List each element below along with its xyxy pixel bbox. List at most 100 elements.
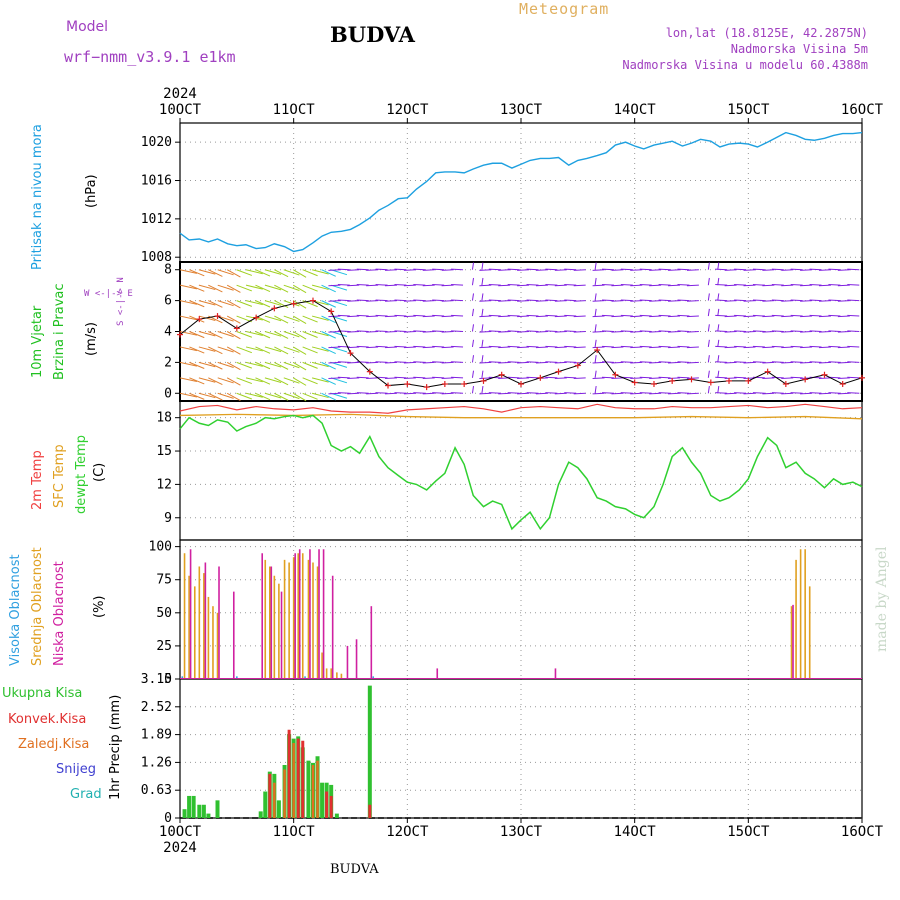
- x-tick-label-top: 13OCT: [500, 102, 543, 118]
- wind-arrow: [264, 315, 282, 322]
- wind-arrow: [337, 361, 350, 363]
- wind-arrow: [717, 355, 720, 363]
- wind-arrow: [189, 284, 205, 292]
- wind-arrow: [179, 361, 198, 367]
- wind-arrow: [264, 331, 282, 337]
- wind-arrow: [189, 300, 205, 308]
- wind-arrow: [686, 315, 699, 318]
- wind-arrow: [601, 361, 615, 363]
- wind-arrow: [639, 376, 652, 379]
- wind-arrow: [707, 308, 710, 317]
- wind-arrow: [630, 269, 643, 271]
- wind-arrow: [809, 392, 822, 394]
- wind-arrow: [422, 377, 435, 379]
- wind-arrow: [707, 339, 710, 348]
- wind-arrow: [545, 299, 558, 302]
- wind-arrow: [366, 315, 379, 318]
- pressure-series-line: [179, 131, 863, 253]
- wind-arrow: [375, 299, 388, 302]
- wind-arrow: [781, 377, 794, 379]
- wind-arrow: [809, 361, 822, 363]
- wind-arrow: [208, 392, 223, 401]
- wind-arrow: [545, 345, 558, 348]
- wind-arrow: [283, 392, 300, 400]
- wind-arrow: [658, 299, 671, 302]
- wind-arrow: [403, 300, 416, 302]
- wind-arrow: [245, 346, 263, 352]
- wind-arrow: [594, 355, 597, 363]
- wind-arrow: [526, 268, 539, 271]
- wind-arrow: [620, 392, 633, 394]
- wind-arrow: [517, 346, 530, 349]
- wind-arrow: [432, 284, 445, 286]
- wind-arrow: [818, 315, 831, 318]
- wind-arrow: [809, 314, 822, 317]
- wind-arrow: [283, 346, 300, 353]
- wind-arrow: [847, 392, 860, 394]
- wind-arrow: [639, 345, 652, 348]
- wind-arrow: [620, 299, 633, 302]
- wind-arrow: [724, 331, 737, 333]
- wind-arrow: [717, 293, 720, 301]
- wind-arrow: [236, 284, 253, 292]
- wind-arrow: [800, 392, 813, 395]
- wind-arrow: [451, 345, 464, 348]
- wind-arrow: [790, 345, 803, 348]
- wind-arrow: [498, 346, 511, 349]
- wind-arrow: [366, 331, 379, 333]
- wind-arrow: [790, 392, 803, 394]
- wind-arrow: [385, 346, 398, 349]
- wind-arrow: [601, 345, 615, 348]
- wind-arrow: [189, 331, 205, 339]
- wind-arrow: [724, 361, 737, 364]
- wind-arrow: [471, 370, 475, 378]
- wind-arrow: [507, 345, 520, 348]
- wind-arrow: [554, 392, 567, 395]
- wind-arrow: [668, 361, 681, 364]
- wind-arrow: [517, 269, 530, 271]
- wind-arrow: [337, 392, 350, 394]
- wind-arrow: [573, 331, 586, 333]
- wind-arrow: [717, 370, 720, 378]
- wind-arrow: [592, 269, 605, 271]
- wind-arrow: [592, 284, 605, 287]
- wind-arrow: [311, 331, 329, 337]
- wind-arrow: [198, 392, 216, 399]
- wind-arrow: [507, 284, 520, 286]
- wind-arrow: [328, 284, 341, 287]
- wind-arrow: [274, 269, 289, 278]
- wind-arrow: [734, 299, 747, 302]
- wind-arrow: [545, 330, 558, 332]
- wind-arrow: [479, 284, 492, 287]
- wind-arrow: [375, 392, 388, 394]
- wind-arrow: [517, 315, 530, 318]
- wind-arrow: [828, 392, 841, 394]
- wind-arrow: [517, 392, 530, 395]
- wind-arrow: [724, 284, 737, 287]
- wind-arrow: [630, 346, 643, 349]
- wind-arrow: [245, 300, 263, 306]
- wind-arrow: [179, 300, 198, 305]
- wind-arrow: [394, 345, 407, 348]
- wind-arrow: [800, 331, 813, 333]
- wind-arrow: [790, 284, 803, 286]
- wind-arrow: [292, 284, 307, 294]
- wind-arrow: [451, 268, 464, 271]
- wind-arrow: [649, 361, 662, 364]
- wind-arrow: [217, 300, 234, 307]
- x-tick-label-bottom: 15OCT: [727, 824, 770, 840]
- wind-arrow: [481, 262, 484, 270]
- wind-arrow: [554, 284, 567, 287]
- wind-arrow: [724, 392, 737, 395]
- wind-arrow: [724, 315, 737, 318]
- wind-arrow: [762, 284, 775, 287]
- wind-arrow: [311, 315, 329, 321]
- wind-arrow: [743, 392, 756, 395]
- x-tick-label-top: 11OCT: [273, 102, 316, 118]
- wind-arrow: [481, 386, 484, 394]
- wind-arrow: [639, 330, 652, 332]
- wind-arrow: [837, 361, 850, 364]
- wind-arrow: [274, 315, 289, 324]
- wind-arrow: [432, 299, 445, 302]
- wind-arrow: [781, 346, 794, 349]
